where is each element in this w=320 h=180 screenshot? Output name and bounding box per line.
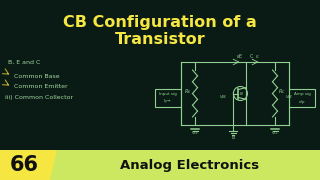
Polygon shape	[0, 150, 57, 180]
Text: $I_C$: $I_C$	[255, 53, 260, 61]
Text: Common Base: Common Base	[14, 73, 60, 78]
Text: o/p: o/p	[299, 100, 305, 104]
Text: Common Emitter: Common Emitter	[14, 84, 68, 89]
Text: Transistor: Transistor	[115, 31, 205, 46]
Text: 66: 66	[10, 155, 38, 175]
Text: E: E	[239, 54, 242, 59]
Text: iii) Common Collector: iii) Common Collector	[5, 96, 73, 100]
Text: $V_{CE}$: $V_{CE}$	[285, 93, 293, 101]
Text: $I_E$: $I_E$	[236, 53, 241, 61]
Text: $R_C$: $R_C$	[278, 87, 286, 96]
Text: CB Configuration of a: CB Configuration of a	[63, 15, 257, 30]
Bar	[155, 89, 181, 107]
Text: Amp sig: Amp sig	[294, 92, 310, 96]
Text: B, E and C: B, E and C	[8, 60, 40, 64]
Text: B: B	[232, 135, 235, 140]
Text: $V_{BE}$: $V_{BE}$	[219, 93, 228, 101]
Text: C: C	[250, 54, 253, 59]
Polygon shape	[48, 150, 320, 180]
Text: Input sig: Input sig	[159, 92, 177, 96]
Text: $V_{EE}$: $V_{EE}$	[191, 129, 199, 137]
Text: $I_p\rightarrow$: $I_p\rightarrow$	[164, 98, 172, 106]
Text: $V_{CC}$: $V_{CC}$	[271, 129, 279, 137]
Text: $I_B$: $I_B$	[239, 91, 244, 98]
Bar	[289, 89, 315, 107]
Text: Analog Electronics: Analog Electronics	[120, 159, 260, 172]
Text: $R_E$: $R_E$	[184, 87, 192, 96]
